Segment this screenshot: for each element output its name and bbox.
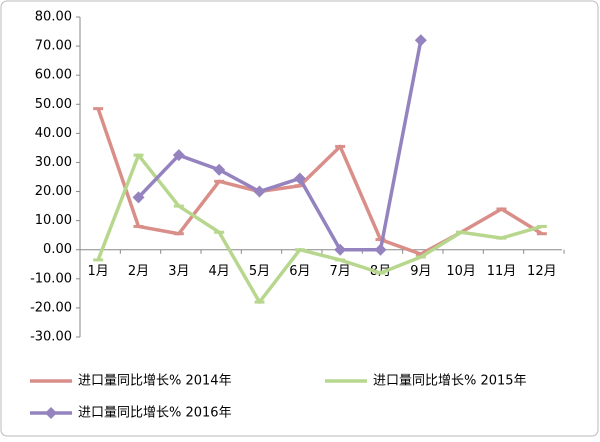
legend-label: 进口量同比增长% 2014年 xyxy=(78,374,232,389)
y-tick-label: 10.00 xyxy=(35,213,72,228)
x-tick-label: 7月 xyxy=(330,264,351,279)
x-tick-label: 4月 xyxy=(209,264,230,279)
y-tick-label: 80.00 xyxy=(35,10,72,25)
point-marker xyxy=(132,191,145,204)
y-tick-label: 60.00 xyxy=(35,68,72,83)
y-tick-label: 50.00 xyxy=(35,97,72,112)
y-tick-label: -20.00 xyxy=(30,300,72,315)
y-tick-label: 0.00 xyxy=(43,242,72,257)
point-marker xyxy=(334,243,347,256)
legend-marker xyxy=(45,407,57,419)
y-tick-label: 30.00 xyxy=(35,155,72,170)
point-marker xyxy=(414,34,427,47)
x-tick-label: 9月 xyxy=(410,264,431,279)
point-marker xyxy=(374,243,387,256)
y-tick-label: 70.00 xyxy=(35,39,72,54)
series-line xyxy=(96,153,543,304)
series-line xyxy=(96,108,543,256)
point-marker xyxy=(213,163,226,176)
point-marker xyxy=(293,172,306,185)
x-tick-label: 3月 xyxy=(168,264,189,279)
x-tick-label: 2月 xyxy=(128,264,149,279)
y-tick-label: -30.00 xyxy=(30,330,72,345)
legend-label: 进口量同比增长% 2015年 xyxy=(373,374,527,389)
x-tick-label: 1月 xyxy=(88,264,109,279)
x-tick-label: 12月 xyxy=(527,264,557,279)
x-tick-label: 11月 xyxy=(487,264,517,279)
y-tick-label: -10.00 xyxy=(30,271,72,286)
x-tick-label: 5月 xyxy=(249,264,270,279)
point-marker xyxy=(172,149,185,162)
legend-label: 进口量同比增长% 2016年 xyxy=(78,406,232,421)
y-tick-label: 40.00 xyxy=(35,126,72,141)
x-tick-label: 6月 xyxy=(289,264,310,279)
y-tick-label: 20.00 xyxy=(35,184,72,199)
x-tick-label: 10月 xyxy=(446,264,476,279)
series-line xyxy=(137,39,423,252)
point-marker xyxy=(253,185,266,198)
